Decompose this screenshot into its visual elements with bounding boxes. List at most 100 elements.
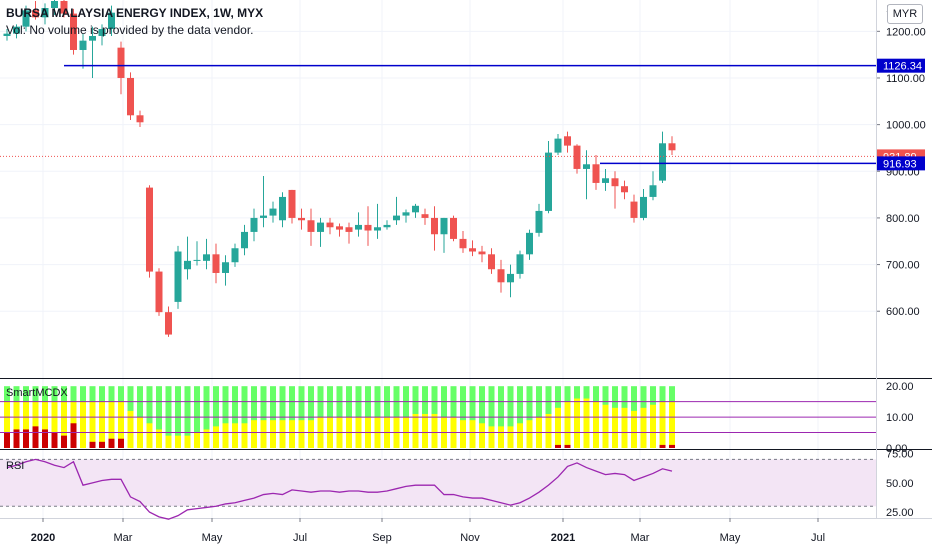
candle-body	[545, 152, 552, 211]
candle-body	[79, 40, 87, 50]
mcdx-red-bar	[13, 429, 20, 448]
resistance-price-label-bg	[877, 58, 925, 73]
candle-body	[260, 215, 267, 218]
mcdx-yellow-bar	[289, 420, 295, 448]
candle-body	[269, 208, 277, 216]
candle-body	[212, 254, 220, 273]
candle-body	[450, 217, 457, 239]
candle-body	[374, 227, 381, 231]
candle-body	[108, 12, 115, 29]
candle-body	[564, 136, 571, 146]
mcdx-yellow-bar	[422, 414, 428, 448]
currency-button[interactable]: MYR	[887, 4, 923, 24]
time-axis-label: 2020	[31, 532, 55, 544]
candle-body	[535, 210, 543, 233]
support-price-label-bg	[877, 156, 925, 171]
candle-body	[326, 222, 334, 228]
candle-body	[32, 10, 39, 18]
candle-body	[393, 215, 400, 221]
candle-body	[345, 227, 353, 232]
mcdx-yellow-bar	[51, 401, 58, 448]
mcdx-yellow-bar	[574, 398, 580, 448]
candle-body	[136, 115, 144, 123]
mcdx-red-bar	[669, 444, 675, 448]
candle-body	[583, 164, 590, 169]
candle-body	[440, 217, 448, 235]
candle-body	[184, 260, 191, 270]
candle-body	[611, 178, 619, 187]
mcdx-yellow-bar	[498, 426, 504, 448]
candle-body	[165, 312, 172, 335]
candle-body	[3, 33, 11, 36]
mcdx-yellow-bar	[564, 401, 571, 448]
rsi-tick-label: 25.00	[886, 507, 914, 519]
mcdx-red-bar	[42, 429, 48, 448]
candle-body	[231, 248, 239, 263]
resistance-price-label: 1126.34	[883, 61, 922, 73]
candle-body	[60, 1, 68, 14]
candle-body	[241, 231, 248, 249]
candle-body	[355, 224, 362, 230]
rsi-label: RSI	[6, 460, 24, 472]
time-axis-label: Nov	[460, 532, 480, 544]
mcdx-yellow-bar	[555, 407, 561, 448]
mcdx-yellow-bar	[507, 426, 514, 448]
mcdx-yellow-bar	[61, 401, 67, 448]
candle-body	[659, 143, 666, 181]
candle-body	[640, 196, 647, 218]
candle-body	[98, 28, 106, 36]
mcdx-label: SmartMCDX	[6, 387, 68, 399]
candle-body	[127, 77, 134, 116]
candle-body	[307, 220, 315, 232]
price-tick-label: 1100.00	[886, 73, 925, 85]
candle-body	[203, 254, 210, 261]
mcdx-yellow-bar	[298, 420, 305, 448]
mcdx-yellow-bar	[308, 420, 314, 448]
candle-body	[469, 248, 476, 252]
mcdx-yellow-bar	[650, 404, 656, 448]
mcdx-yellow-bar	[165, 435, 172, 448]
price-tick-label: 800.00	[886, 213, 920, 225]
candle-body	[41, 8, 49, 18]
rsi-tick-label: 50.00	[886, 478, 914, 490]
candle-body	[89, 35, 96, 41]
mcdx-red-bar	[555, 444, 561, 448]
mcdx-tick-label: 10.00	[886, 412, 914, 424]
rsi-line	[6, 458, 673, 520]
candle-body	[507, 273, 514, 283]
candle-body	[554, 138, 562, 153]
mcdx-yellow-bar	[593, 401, 599, 448]
candle-body	[649, 185, 657, 197]
mcdx-yellow-bar	[602, 404, 609, 448]
time-axis-label: Jul	[293, 532, 307, 544]
mcdx-yellow-bar	[203, 429, 210, 448]
rsi-band	[0, 459, 876, 507]
mcdx-red-bar	[118, 438, 124, 448]
candle-body	[526, 232, 533, 255]
price-tick-label: 700.00	[886, 260, 920, 272]
mcdx-yellow-bar	[621, 407, 628, 448]
mcdx-red-bar	[564, 444, 571, 448]
mcdx-yellow-bar	[232, 423, 238, 448]
candle-body	[317, 222, 324, 232]
time-axis-label: May	[720, 532, 741, 544]
candle-body	[459, 238, 467, 249]
mcdx-red-bar	[32, 426, 39, 448]
mcdx-red-bar	[51, 432, 58, 448]
candle-body	[298, 217, 305, 221]
support-price-label: 916.93	[883, 158, 917, 170]
mcdx-red-bar	[70, 423, 77, 448]
candle-body	[51, 1, 58, 8]
candle-body	[668, 143, 676, 151]
mcdx-red-bar	[61, 435, 67, 448]
candle-body	[250, 217, 258, 232]
candle-body	[602, 178, 609, 183]
mcdx-yellow-bar	[99, 401, 105, 448]
mcdx-yellow-bar	[545, 414, 552, 448]
mcdx-yellow-bar	[412, 414, 419, 448]
candle-body	[412, 205, 419, 213]
candle-body	[279, 196, 286, 221]
